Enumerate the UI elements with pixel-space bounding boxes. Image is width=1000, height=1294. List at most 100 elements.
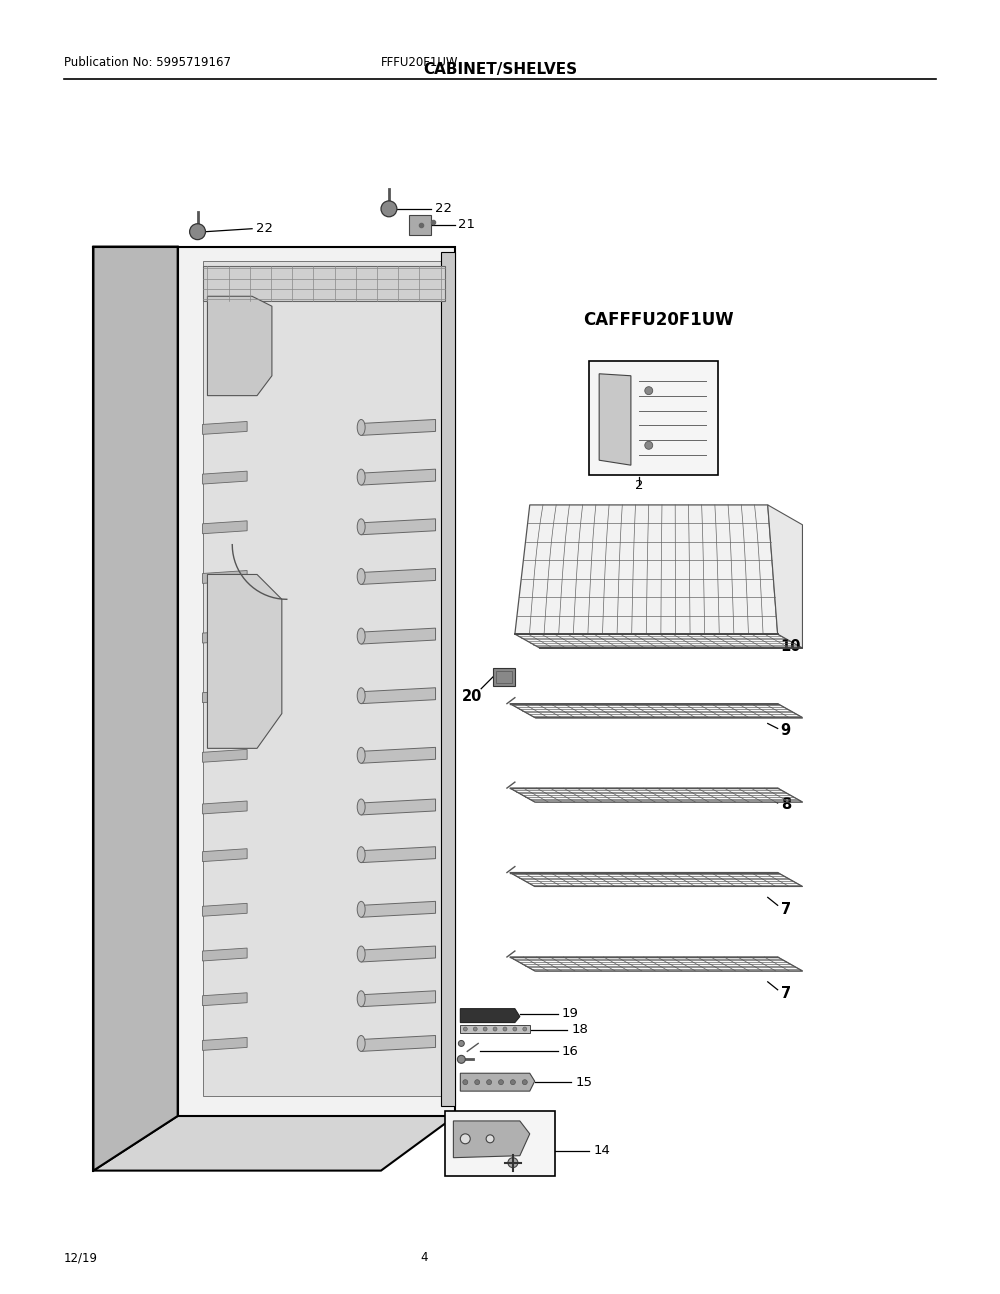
Polygon shape [178,247,455,1115]
Bar [445,1112,555,1175]
Polygon shape [93,247,178,1171]
Circle shape [503,1027,507,1031]
Ellipse shape [357,846,365,863]
Text: 8: 8 [781,797,791,813]
Text: 10: 10 [781,638,801,653]
Polygon shape [361,470,436,485]
Polygon shape [460,1025,530,1034]
Circle shape [487,1079,492,1084]
Circle shape [190,224,205,239]
Polygon shape [203,903,247,916]
Circle shape [499,1079,503,1084]
Text: 9: 9 [781,723,791,738]
Circle shape [460,1134,470,1144]
Bar [496,670,512,683]
Polygon shape [361,902,436,917]
Circle shape [483,1027,487,1031]
Polygon shape [203,261,445,1096]
Circle shape [463,1027,467,1031]
Polygon shape [203,630,247,643]
Polygon shape [203,992,247,1005]
Polygon shape [207,296,272,396]
Text: 12/19: 12/19 [64,1251,98,1264]
Circle shape [513,1027,517,1031]
Polygon shape [203,849,247,862]
Polygon shape [203,571,247,584]
Bar [493,668,515,686]
Polygon shape [361,846,436,863]
Polygon shape [361,946,436,961]
Text: 20: 20 [462,690,483,704]
Circle shape [381,201,397,217]
Circle shape [645,387,653,395]
Polygon shape [207,575,282,748]
Ellipse shape [357,748,365,763]
Polygon shape [361,748,436,763]
Polygon shape [510,704,802,718]
Polygon shape [203,471,247,484]
Text: 21: 21 [458,219,475,232]
Polygon shape [203,267,445,302]
Text: 7: 7 [781,986,791,1002]
Polygon shape [460,1073,535,1091]
Polygon shape [203,1038,247,1051]
Bar [409,215,431,234]
Circle shape [523,1027,527,1031]
Circle shape [475,1079,480,1084]
Polygon shape [361,1035,436,1052]
Text: 7: 7 [781,902,791,917]
Polygon shape [510,958,802,970]
Polygon shape [361,798,436,815]
Ellipse shape [357,628,365,644]
Polygon shape [453,1121,530,1158]
Polygon shape [203,422,247,435]
Text: 22: 22 [256,223,273,236]
Ellipse shape [357,798,365,815]
Circle shape [457,1056,465,1064]
Polygon shape [203,949,247,961]
Text: Publication No: 5995719167: Publication No: 5995719167 [64,56,231,69]
Text: 22: 22 [435,202,452,215]
Circle shape [522,1079,527,1084]
Polygon shape [361,628,436,644]
Circle shape [463,1079,468,1084]
Polygon shape [361,519,436,534]
Bar [589,361,718,475]
Polygon shape [203,690,247,703]
Ellipse shape [357,902,365,917]
Polygon shape [361,991,436,1007]
Ellipse shape [357,946,365,961]
Ellipse shape [357,470,365,485]
Text: 18: 18 [571,1024,588,1036]
Polygon shape [361,419,436,435]
Polygon shape [203,520,247,533]
Text: 14: 14 [593,1144,610,1157]
Ellipse shape [357,568,365,585]
Polygon shape [510,872,802,886]
Polygon shape [515,505,778,634]
Polygon shape [515,634,802,648]
Ellipse shape [357,419,365,435]
Polygon shape [599,374,631,465]
Text: 2: 2 [635,479,643,492]
Text: 19: 19 [561,1007,578,1020]
Ellipse shape [357,687,365,704]
Polygon shape [203,801,247,814]
Text: 16: 16 [561,1044,578,1058]
Circle shape [486,1135,494,1143]
Polygon shape [361,687,436,704]
Circle shape [493,1027,497,1031]
Polygon shape [510,788,802,802]
Circle shape [508,1158,518,1167]
Polygon shape [441,251,455,1106]
Text: FFFU20F1UW: FFFU20F1UW [381,56,459,69]
Polygon shape [460,1008,520,1022]
Text: 4: 4 [421,1251,428,1264]
Text: 14A: 14A [497,1166,523,1179]
Polygon shape [203,749,247,762]
Circle shape [645,441,653,449]
Text: 2A: 2A [659,374,676,387]
Circle shape [473,1027,477,1031]
Polygon shape [768,505,802,648]
Polygon shape [361,568,436,585]
